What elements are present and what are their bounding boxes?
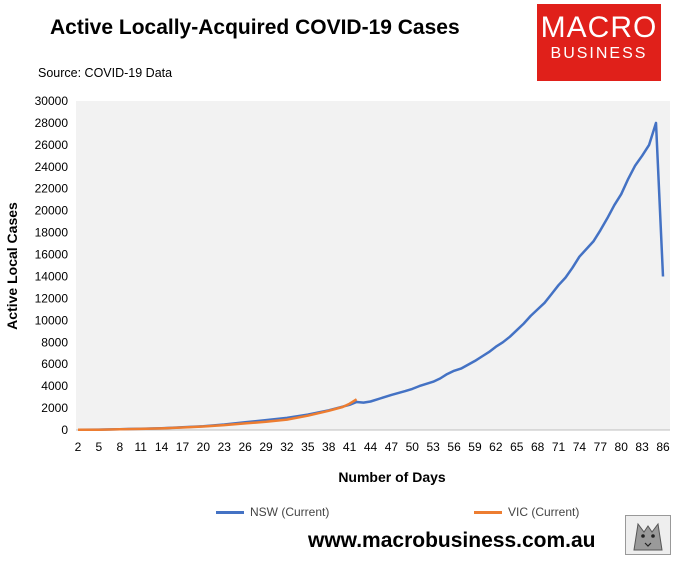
- x-axis-label: Number of Days: [338, 469, 446, 485]
- x-tick-label: 20: [197, 440, 211, 454]
- x-tick-label: 47: [385, 440, 399, 454]
- y-tick-label: 0: [61, 423, 68, 437]
- logo-line1: MACRO: [540, 11, 658, 44]
- y-tick-label: 20000: [35, 204, 69, 218]
- x-tick-label: 50: [406, 440, 420, 454]
- legend-vic-swatch: [474, 511, 502, 515]
- chart-source: Source: COVID-19 Data: [38, 66, 173, 80]
- y-tick-label: 10000: [35, 313, 69, 327]
- legend-vic-label: VIC (Current): [508, 505, 580, 519]
- y-tick-label: 28000: [35, 116, 69, 130]
- x-tick-label: 71: [552, 440, 566, 454]
- y-tick-label: 16000: [35, 248, 69, 262]
- x-tick-label: 11: [134, 440, 147, 454]
- chart-title: Active Locally-Acquired COVID-19 Cases: [50, 16, 460, 39]
- x-tick-label: 44: [364, 440, 378, 454]
- y-tick-label: 18000: [35, 226, 69, 240]
- x-tick-label: 41: [343, 440, 357, 454]
- y-tick-label: 12000: [35, 291, 69, 305]
- x-tick-label: 8: [116, 440, 123, 454]
- y-tick-label: 6000: [41, 357, 68, 371]
- y-tick-label: 2000: [41, 401, 68, 415]
- x-tick-label: 68: [531, 440, 545, 454]
- wolf-logo-icon: [625, 515, 671, 555]
- legend-vic: VIC (Current): [474, 505, 579, 519]
- x-tick-label: 62: [489, 440, 503, 454]
- x-tick-label: 56: [447, 440, 461, 454]
- legend-nsw: NSW (Current): [216, 505, 329, 519]
- y-tick-label: 22000: [35, 182, 69, 196]
- x-tick-label: 74: [573, 440, 587, 454]
- x-tick-label: 14: [155, 440, 169, 454]
- legend-nsw-label: NSW (Current): [250, 505, 330, 519]
- x-axis-ticks: 2 5 8 11 14 17 20 23 26 29 32 35 38 41 44 47 50 53 56 59 62 6…: [75, 440, 670, 454]
- plot-area: [76, 101, 670, 430]
- y-axis-ticks: 0 2000 4000 6000 8000 10000 12000 14000 16000 180…: [35, 94, 69, 437]
- logo-line2: BUSINESS: [550, 45, 648, 62]
- x-tick-label: 53: [426, 440, 440, 454]
- x-tick-label: 59: [468, 440, 482, 454]
- x-tick-label: 26: [238, 440, 252, 454]
- x-tick-label: 23: [218, 440, 232, 454]
- x-tick-label: 17: [176, 440, 190, 454]
- x-tick-label: 86: [656, 440, 670, 454]
- x-tick-label: 2: [75, 440, 82, 454]
- y-tick-label: 24000: [35, 160, 69, 174]
- x-tick-label: 38: [322, 440, 336, 454]
- legend-nsw-swatch: [216, 511, 244, 515]
- line-chart: 0 2000 4000 6000 8000 10000 12000 14000 16000 180…: [4, 94, 670, 485]
- y-tick-label: 14000: [35, 269, 69, 283]
- y-tick-label: 26000: [35, 138, 69, 152]
- y-axis-label: Active Local Cases: [4, 202, 20, 330]
- series-line-vic: [77, 398, 358, 432]
- x-tick-label: 5: [96, 440, 103, 454]
- x-tick-label: 29: [259, 440, 273, 454]
- x-tick-label: 35: [301, 440, 315, 454]
- footer-url: www.macrobusiness.com.au: [308, 529, 596, 552]
- y-tick-label: 8000: [41, 335, 68, 349]
- series-lines: [77, 121, 665, 432]
- y-tick-label: 4000: [41, 379, 68, 393]
- x-tick-label: 80: [615, 440, 629, 454]
- series-line-nsw: [77, 121, 665, 432]
- macrobusiness-logo: MACRO BUSINESS: [537, 4, 661, 81]
- x-tick-label: 65: [510, 440, 524, 454]
- x-tick-label: 32: [280, 440, 294, 454]
- x-tick-label: 83: [635, 440, 649, 454]
- y-tick-label: 30000: [35, 94, 69, 108]
- x-tick-label: 77: [594, 440, 608, 454]
